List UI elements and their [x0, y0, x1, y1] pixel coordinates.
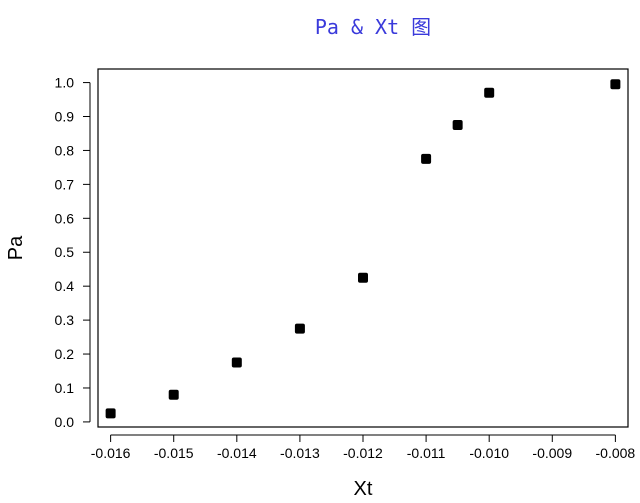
y-tick-label: 1.0: [55, 75, 75, 91]
data-point: [231, 357, 242, 368]
data-point: [421, 153, 432, 164]
y-axis: 0.0 0.1 0.2 0.3 0.4 0.5 0.6 0.7 0.8 0.9 1.0: [55, 75, 91, 430]
y-tick-label: 0.7: [55, 176, 75, 192]
chart-title: Pa & Xt 图: [315, 15, 431, 39]
data-point: [452, 119, 463, 130]
x-tick-label: -0.011: [407, 445, 446, 461]
x-tick-label: -0.013: [280, 445, 320, 461]
x-tick-label: -0.010: [469, 445, 509, 461]
x-tick-label: -0.015: [154, 445, 194, 461]
data-point: [484, 87, 495, 98]
y-tick-label: 0.6: [55, 210, 75, 226]
x-tick-label: -0.014: [217, 445, 257, 461]
data-point: [105, 408, 116, 419]
data-point: [358, 272, 368, 283]
y-tick-label: 0.1: [55, 380, 75, 396]
x-axis: -0.016 -0.015 -0.014 -0.013 -0.012 -0.011 -0.0…: [91, 434, 636, 461]
y-tick-label: 0.2: [55, 346, 75, 362]
data-point: [610, 79, 621, 90]
y-tick-label: 0.3: [55, 312, 75, 328]
data-point: [168, 389, 179, 400]
y-tick-label: 0.9: [55, 109, 75, 125]
x-tick-label: -0.012: [343, 445, 383, 461]
y-tick-label: 0.0: [55, 414, 75, 430]
x-tick-label: -0.008: [596, 445, 636, 461]
x-tick-label: -0.009: [532, 445, 572, 461]
y-tick-label: 0.8: [55, 142, 75, 158]
data-point: [294, 323, 305, 334]
y-axis-title: Pa: [5, 235, 27, 260]
x-axis-title: Xt: [354, 478, 373, 500]
x-tick-label: -0.016: [91, 445, 131, 461]
y-tick-label: 0.5: [55, 244, 75, 260]
plot-frame: [97, 68, 629, 428]
data-points: [105, 79, 621, 419]
y-tick-label: 0.4: [55, 278, 75, 294]
